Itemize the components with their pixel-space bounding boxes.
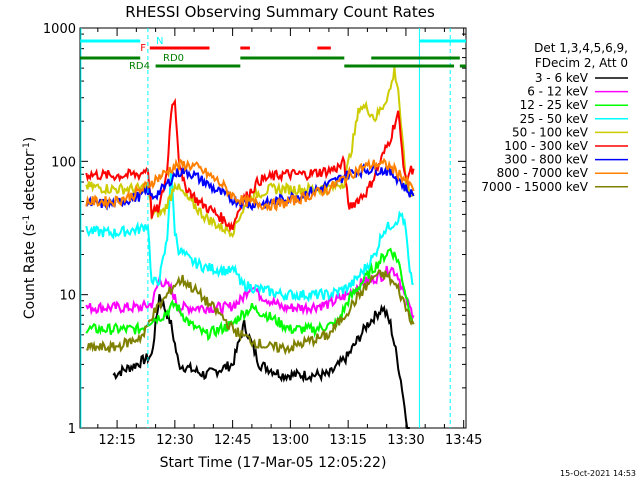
flag-bars: NF RD0 RD4 (80, 36, 466, 72)
y-tick-label: 10 (59, 289, 76, 304)
x-axis-label: Start Time (17-Mar-05 12:05:22) (160, 455, 387, 471)
series-line (85, 171, 414, 303)
legend-label: 6 - 12 keV (527, 85, 589, 99)
flag-label: N (156, 36, 163, 47)
legend-label: 50 - 100 keV (512, 125, 589, 139)
plot-frame (79, 27, 467, 429)
series-line (85, 97, 415, 233)
legend-header-line-1: Det 1,3,4,5,6,9, (534, 41, 628, 55)
legend: Det 1,3,4,5,6,9, FDecim 2, Att 0 3 - 6 k… (481, 41, 628, 194)
legend-label: 3 - 6 keV (535, 71, 589, 85)
y-axis-label: Count Rate (s-1 detector-1) (22, 137, 38, 319)
series-line (86, 269, 415, 356)
x-tick-label: 12:45 (214, 433, 251, 448)
x-tick-label: 12:15 (98, 433, 135, 448)
axis-ticks (80, 28, 466, 429)
x-tick-labels: 12:15 12:30 12:45 13:00 13:15 13:30 13:45 (98, 433, 482, 448)
flag-label: RD0 (163, 53, 184, 64)
legend-label: 100 - 300 keV (504, 139, 588, 153)
series-line (85, 247, 415, 342)
x-tick-label: 12:30 (156, 433, 193, 448)
x-tick-label: 13:00 (272, 433, 309, 448)
series-line (85, 67, 415, 239)
flag-label: RD4 (129, 61, 150, 72)
legend-label: 7000 - 15000 keV (481, 180, 588, 194)
x-tick-label: 13:45 (445, 433, 482, 448)
chart-title: RHESSI Observing Summary Count Rates (125, 3, 435, 21)
y-tick-label: 1000 (43, 22, 76, 37)
x-tick-label: 13:15 (329, 433, 366, 448)
x-tick-label: 13:30 (387, 433, 424, 448)
series-layer (85, 67, 415, 429)
y-tick-label: 100 (51, 155, 76, 170)
footer-timestamp: 15-Oct-2021 14:53 (560, 469, 636, 478)
flag-label: F (140, 43, 146, 54)
legend-label: 25 - 50 keV (520, 112, 589, 126)
legend-label: 300 - 800 keV (504, 153, 588, 167)
legend-label: 12 - 25 keV (520, 98, 589, 112)
series-line (112, 293, 410, 429)
vertical-lines (80, 28, 451, 428)
y-tick-labels: 1 10 100 1000 (43, 22, 76, 437)
legend-header-line-2: FDecim 2, Att 0 (535, 56, 628, 70)
legend-label: 800 - 7000 keV (497, 166, 589, 180)
y-tick-label: 1 (68, 422, 76, 437)
series-line (85, 157, 415, 212)
